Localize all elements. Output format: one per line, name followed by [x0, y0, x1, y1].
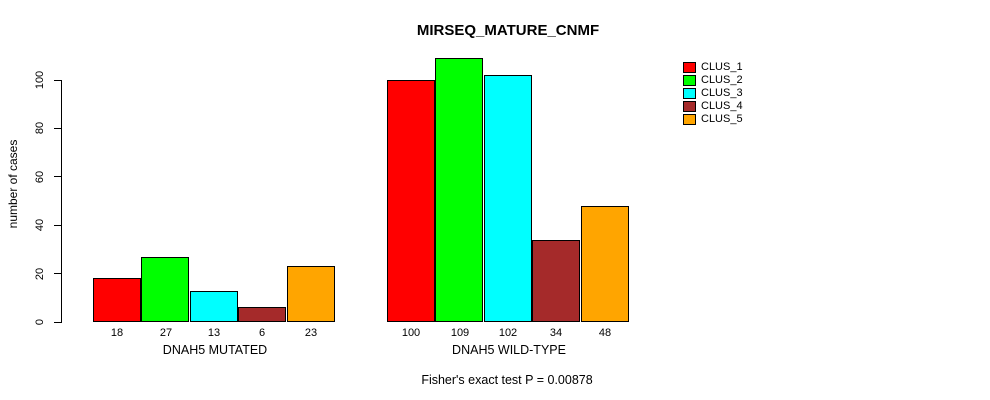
bar-value-clus_4-group1: 34	[549, 327, 563, 339]
y-axis-title: number of cases	[6, 139, 20, 229]
y-tick-mark-60	[54, 176, 61, 178]
bar-value-clus_1-group1: 100	[401, 327, 421, 339]
y-tick-mark-20	[54, 273, 61, 275]
y-tick-mark-80	[54, 127, 61, 129]
bar-clus_3-group1	[484, 75, 532, 322]
bar-value-clus_2-group0: 27	[159, 327, 173, 339]
y-tick-label-60: 60	[34, 170, 46, 183]
bar-clus_4-group0	[238, 307, 286, 322]
y-axis-line	[61, 80, 62, 323]
legend-label-clus_2: CLUS_2	[701, 74, 743, 86]
legend-swatch-clus_4	[683, 101, 696, 112]
y-tick-mark-0	[54, 321, 61, 323]
legend-label-clus_4: CLUS_4	[701, 100, 743, 112]
y-tick-mark-100	[54, 79, 61, 81]
bar-value-clus_3-group1: 102	[498, 327, 518, 339]
y-tick-label-0: 0	[34, 318, 46, 326]
legend-swatch-clus_1	[683, 62, 696, 73]
legend-label-clus_5: CLUS_5	[701, 113, 743, 125]
group-label-wildtype: DNAH5 WILD-TYPE	[452, 343, 566, 357]
y-tick-mark-40	[54, 224, 61, 226]
y-tick-label-40: 40	[34, 219, 46, 232]
y-tick-label-20: 20	[34, 267, 46, 280]
bar-value-clus_5-group1: 48	[598, 327, 612, 339]
bar-clus_1-group1	[387, 80, 435, 322]
bar-clus_2-group0	[141, 257, 189, 322]
bar-clus_4-group1	[532, 240, 580, 322]
legend-swatch-clus_5	[683, 114, 696, 125]
legend-swatch-clus_3	[683, 88, 696, 99]
bar-clus_2-group1	[435, 58, 483, 322]
bar-value-clus_1-group0: 18	[110, 327, 124, 339]
legend-label-clus_3: CLUS_3	[701, 87, 743, 99]
annotation-pvalue: Fisher's exact test P = 0.00878	[421, 373, 593, 387]
y-tick-label-80: 80	[34, 122, 46, 135]
bar-value-clus_5-group0: 23	[304, 327, 318, 339]
bar-value-clus_3-group0: 13	[207, 327, 221, 339]
legend-label-clus_1: CLUS_1	[701, 61, 743, 73]
group-label-mutated: DNAH5 MUTATED	[162, 343, 268, 357]
chart-title: MIRSEQ_MATURE_CNMF	[416, 22, 600, 39]
legend-swatch-clus_2	[683, 75, 696, 86]
bar-value-clus_2-group1: 109	[450, 327, 470, 339]
bar-value-clus_4-group0: 6	[258, 327, 266, 339]
bar-clus_3-group0	[190, 291, 238, 322]
y-tick-label-100: 100	[34, 70, 46, 90]
bar-clus_1-group0	[93, 278, 141, 322]
bar-clus_5-group0	[287, 266, 335, 322]
bar-clus_5-group1	[581, 206, 629, 322]
